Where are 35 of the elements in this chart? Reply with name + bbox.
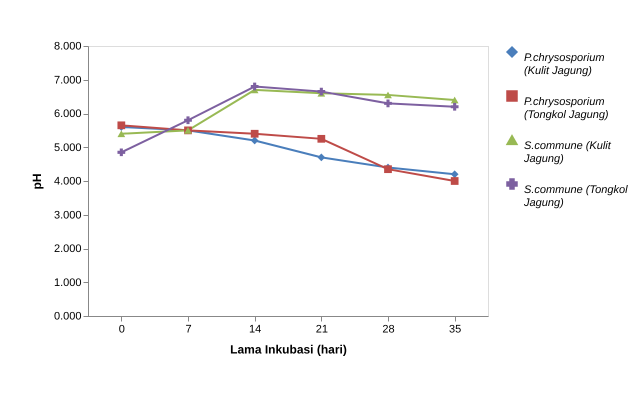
point xyxy=(250,82,259,90)
legend-label: P.chrysosporium (Kulit Jagung) xyxy=(524,52,604,77)
point xyxy=(384,100,392,108)
x-tick-label: 0 xyxy=(118,324,125,336)
point xyxy=(384,92,392,98)
y-tick-label: 2.000 xyxy=(54,243,82,255)
point xyxy=(450,177,459,185)
point xyxy=(317,134,326,143)
legend-label: P.chrysosporium (Tongkol Jagung) xyxy=(524,96,609,121)
legend-label: S.commune (Kulit Jagung) xyxy=(523,140,612,165)
point xyxy=(450,96,459,104)
y-tick-label: 6.000 xyxy=(54,108,82,120)
y-tick-label: 5.000 xyxy=(54,142,82,154)
legend-label: S.commune (Tongkol Jagung) xyxy=(523,184,628,209)
x-tick-label: 28 xyxy=(382,324,395,336)
y-axis-title: pH xyxy=(30,174,44,190)
x-tick-label: 14 xyxy=(249,324,262,336)
y-tick-label: 1.000 xyxy=(54,276,82,289)
y-tick-label: 7.000 xyxy=(54,74,82,86)
point xyxy=(117,130,126,138)
point xyxy=(250,130,259,138)
point xyxy=(117,148,126,156)
x-axis-title: Lama Inkubasi (hari) xyxy=(230,342,347,356)
x-tick-label: 7 xyxy=(185,324,192,336)
y-tick-label: 0.000 xyxy=(54,310,82,322)
point xyxy=(450,102,459,111)
point xyxy=(450,170,459,178)
point xyxy=(317,154,326,162)
x-tick-label: 21 xyxy=(316,324,328,336)
y-tick-label: 4.000 xyxy=(54,176,82,188)
x-tick-label: 35 xyxy=(449,324,462,336)
point xyxy=(184,116,192,124)
y-tick-label: 3.000 xyxy=(54,209,82,222)
y-tick-label: 8.000 xyxy=(54,40,82,52)
point xyxy=(250,136,259,144)
